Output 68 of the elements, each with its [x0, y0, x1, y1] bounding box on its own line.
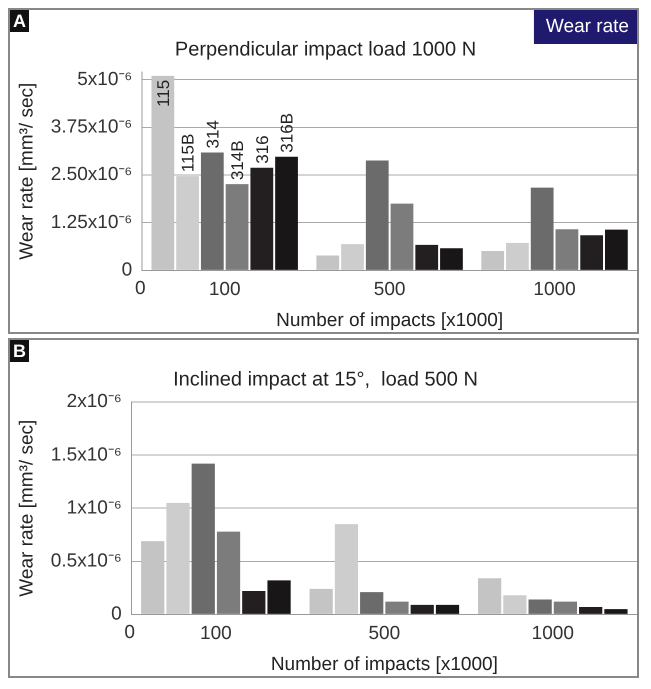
bar: [436, 604, 460, 614]
bar: [605, 230, 628, 270]
bar: [242, 591, 266, 614]
bar: [503, 595, 526, 614]
y-tick-label: 2.50x10⁻⁶: [50, 164, 132, 186]
text: A: [13, 10, 26, 31]
bar: [151, 76, 174, 270]
bar: [192, 464, 215, 614]
bar: [216, 532, 240, 614]
bar: [341, 244, 364, 270]
bar: [390, 204, 414, 270]
bar: [478, 578, 502, 614]
bar: [506, 242, 529, 270]
text: B: [13, 340, 26, 361]
y-axis-title: Wear rate [mm³/ sec]: [16, 82, 38, 260]
bar: [415, 244, 438, 270]
bar: [366, 160, 389, 270]
text: 316: [252, 135, 272, 164]
text: Wear rate: [546, 16, 629, 38]
bar: [141, 541, 164, 614]
y-tick-label: 3.75x10⁻⁶: [50, 116, 132, 138]
bar: [481, 250, 504, 270]
bar: [528, 600, 552, 614]
text: 314B: [228, 140, 248, 180]
text: 314: [203, 120, 222, 149]
x-tick-label: 500: [368, 623, 400, 644]
bar: [334, 524, 358, 614]
y-tick-label: 2x10⁻⁶: [66, 391, 122, 412]
x-tick-label: 500: [374, 279, 406, 300]
chart-title: Perpendicular impact load 1000 N: [174, 38, 476, 61]
bar: [200, 152, 224, 270]
bar: [275, 156, 298, 270]
x-tick-label: 100: [208, 279, 241, 300]
chart-title: Inclined impact at 15°, load 500 N: [173, 368, 478, 391]
text: 0: [134, 278, 146, 300]
bar: [267, 580, 291, 614]
bar: [579, 606, 602, 614]
bar: [310, 588, 333, 614]
series-label: 115: [154, 80, 173, 107]
bar: [176, 176, 199, 270]
bar: [250, 168, 274, 270]
bar: [604, 609, 628, 614]
x-axis-title: Number of impacts [x1000]: [276, 310, 504, 331]
bar: [385, 602, 409, 614]
y-tick-label: 1.25x10⁻⁶: [50, 212, 132, 233]
y-tick-label: 1.5x10⁻⁶: [50, 444, 122, 466]
bar: [166, 502, 190, 614]
x-tick-label: 1000: [533, 279, 576, 300]
bar: [556, 229, 578, 270]
y-tick-label: 0: [111, 604, 122, 625]
y-tick-label: 5x10⁻⁶: [77, 68, 132, 90]
y-axis-title: Wear rate [mm³/ sec]: [16, 420, 38, 597]
y-tick-label: 1x10⁻⁶: [66, 497, 122, 518]
y-tick-label: 0: [122, 260, 132, 281]
x-tick-label: 1000: [532, 623, 574, 644]
bar: [440, 248, 463, 270]
bar: [580, 235, 604, 270]
bar: [410, 604, 434, 614]
bar: [530, 188, 554, 270]
text: 115B: [178, 134, 198, 172]
y-tick-label: 0.5x10⁻⁶: [50, 550, 122, 572]
bar: [554, 602, 578, 614]
bar: [226, 184, 248, 270]
bar: [360, 592, 384, 614]
text: 316B: [278, 113, 297, 153]
x-tick-label: 100: [200, 623, 232, 644]
x-axis-title: Number of impacts [x1000]: [270, 654, 498, 675]
bar: [316, 256, 340, 270]
